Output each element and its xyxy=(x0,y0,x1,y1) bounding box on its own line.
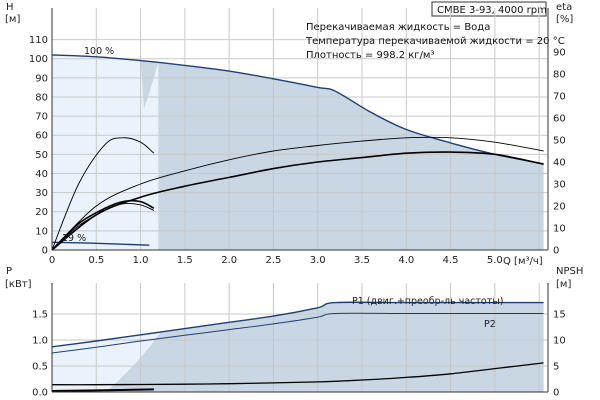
y-right-tick-label: 0 xyxy=(553,388,559,399)
series-eta-driver xyxy=(51,151,544,251)
top-grid xyxy=(51,8,548,251)
y-left-tick-label: 20 xyxy=(35,207,48,218)
top-axes: 0 10 20 30 40 50 60 70 80 90 100 110 0 10 20 30 40 50 60 70… xyxy=(29,8,566,266)
top-series-layer xyxy=(51,54,544,251)
series-eta-min-eta xyxy=(51,202,155,251)
series-eta-min-stage xyxy=(51,137,155,251)
y-left-tick-label: 0.0 xyxy=(32,388,48,399)
series-p1 xyxy=(51,301,544,348)
light-region-bottom xyxy=(52,333,161,392)
y-right-tick-label: 40 xyxy=(553,158,566,169)
x-tick-label: 3.0 xyxy=(310,255,326,266)
series-p2 xyxy=(51,312,544,354)
y-left-tick-label: 30 xyxy=(35,188,48,199)
annotation-19-percent: 19 % xyxy=(62,233,86,244)
y-right-tick-label: 50 xyxy=(553,136,566,147)
y-left-tick-label: 1.5 xyxy=(32,310,48,321)
x-tick-label: 0.5 xyxy=(88,255,104,266)
note-temperature: Температура перекачиваемой жидкости = 20… xyxy=(305,36,565,47)
y-right-unit-top: [%] xyxy=(556,14,573,25)
chart-title: CMBE 3-93, 4000 rpm xyxy=(437,5,547,16)
annotation-100-percent: 100 % xyxy=(84,46,114,57)
y-left-tick-label: 80 xyxy=(35,92,48,103)
x-tick-label: 4.0 xyxy=(398,255,414,266)
y-left-tick-label: 0 xyxy=(42,246,48,257)
y-left-tick-label: 0.5 xyxy=(32,362,48,373)
bottom-fill-layer xyxy=(52,302,544,392)
operating-region-bottom xyxy=(52,302,544,392)
y-left-tick-label: 100 xyxy=(29,54,48,65)
y-right-tick-label: 10 xyxy=(553,224,566,235)
label-p1: P1 (двиг.+преобр-ль частоты) xyxy=(352,296,503,307)
y-right-unit-bottom: [м] xyxy=(556,279,571,290)
y-right-tick-label: 0 xyxy=(553,246,559,257)
y-left-title-bottom: P xyxy=(6,266,12,277)
y-right-title-top: eta xyxy=(556,2,572,13)
notes-block: Перекачиваемая жидкость = Вода Температу… xyxy=(305,22,565,61)
label-p2: P2 xyxy=(484,319,496,330)
series-eta-max xyxy=(51,136,544,251)
x-tick-label: 5.0 xyxy=(487,255,503,266)
y-left-unit-top: [м] xyxy=(5,14,20,25)
y-right-title-bottom: NPSH xyxy=(556,266,583,277)
bottom-series-layer xyxy=(51,301,544,392)
note-liquid: Перекачиваемая жидкость = Вода xyxy=(306,22,490,33)
title-box xyxy=(431,1,547,17)
x-tick-label: 2.0 xyxy=(221,255,237,266)
y-right-tick-label: 90 xyxy=(553,48,566,59)
y-right-tick-label: 10 xyxy=(553,336,566,347)
y-left-unit-bottom: [кВт] xyxy=(5,279,32,290)
y-left-tick-label: 50 xyxy=(35,150,48,161)
bottom-axes: 0.0 0.5 1.0 1.5 0 5 10 15 xyxy=(32,283,566,399)
x-tick-label: 1.0 xyxy=(133,255,149,266)
y-right-tick-label: 20 xyxy=(553,202,566,213)
x-tick-label: 0 xyxy=(49,255,55,266)
y-left-tick-label: 10 xyxy=(35,226,48,237)
y-left-tick-label: 40 xyxy=(35,169,48,180)
x-tick-label: 2.5 xyxy=(265,255,281,266)
y-left-tick-label: 1.0 xyxy=(32,336,48,347)
series-npsh xyxy=(51,362,544,386)
x-axis-label: Q [м³/ч] xyxy=(503,256,543,267)
y-left-tick-label: 110 xyxy=(29,35,48,46)
x-tick-label: 1.5 xyxy=(177,255,193,266)
y-right-tick-label: 15 xyxy=(553,310,566,321)
y-right-tick-label: 80 xyxy=(553,70,566,81)
note-density: Плотность = 998.2 кг/м³ xyxy=(306,50,435,61)
operating-region-top xyxy=(140,60,544,250)
series-eta-min-driver xyxy=(51,199,155,251)
x-tick-label: 3.5 xyxy=(354,255,370,266)
x-tick-label: 4.5 xyxy=(443,255,459,266)
y-left-tick-label: 90 xyxy=(35,73,48,84)
y-right-tick-label: 30 xyxy=(553,180,566,191)
y-right-tick-label: 5 xyxy=(553,362,559,373)
series-p-min xyxy=(51,388,154,392)
y-left-title-top: H xyxy=(6,2,14,13)
y-right-tick-label: 70 xyxy=(553,92,566,103)
y-left-tick-label: 60 xyxy=(35,131,48,142)
y-right-tick-label: 60 xyxy=(553,114,566,125)
y-left-tick-label: 70 xyxy=(35,112,48,123)
light-region-top xyxy=(52,54,159,251)
series-h-max xyxy=(51,54,544,165)
